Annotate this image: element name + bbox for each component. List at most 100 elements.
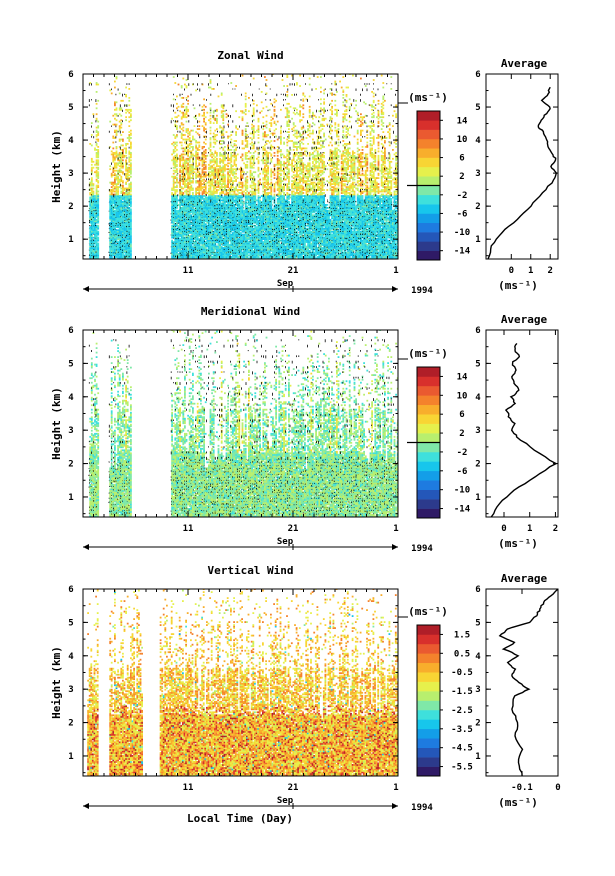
average-x-tick-label: 1 [527, 524, 532, 534]
average-y-tick-label: 5 [475, 618, 480, 628]
colorbar-tick-label: -2.5 [451, 706, 473, 716]
x-tick-label: 11 [183, 524, 194, 534]
average-y-tick-label: 2 [475, 460, 480, 470]
colorbar-tick-label: 14 [457, 116, 468, 126]
y-tick-label: 2 [68, 719, 73, 729]
average-title: Average [501, 57, 548, 70]
y-axis-label: Height (km) [50, 387, 63, 460]
colorbar-tick-label: 14 [457, 372, 468, 382]
y-tick-label: 1 [68, 493, 73, 503]
y-tick-label: 6 [68, 70, 73, 80]
average-profile: Average 1 2 3 4 5 6 0 1 2 (ms⁻¹) [475, 57, 559, 292]
y-axis-label: Height (km) [50, 646, 63, 719]
y-tick-label: 5 [68, 359, 73, 369]
panel-title: Zonal Wind [217, 49, 283, 62]
average-y-tick-label: 5 [475, 103, 480, 113]
colorbar: 1.5 0.5 -0.5 -1.5 -2.5 -3.5 -4.5 -5.5 (ms⁻¹) [398, 605, 473, 777]
y-tick-label: 2 [68, 460, 73, 470]
y-tick-label: 1 [68, 235, 73, 245]
average-y-tick-label: 4 [475, 652, 481, 662]
average-y-tick-label: 4 [475, 393, 481, 403]
colorbar: 14 10 6 2 -2 -6 -10 -14 (ms⁻¹) [398, 347, 471, 519]
average-x-tick-label: 2 [553, 524, 558, 534]
average-line [490, 342, 558, 518]
average-x-tick-label: 0 [555, 783, 560, 793]
heatmap-field [87, 589, 398, 776]
average-frame [485, 329, 559, 518]
average-y-tick-label: 6 [475, 585, 480, 595]
colorbar-unit-label: (ms⁻¹) [408, 91, 448, 104]
y-tick-label: 1 [68, 752, 73, 762]
month-label: Sep [277, 796, 294, 806]
colorbar-tick-label: 2 [459, 172, 464, 182]
y-tick-label: 5 [68, 618, 73, 628]
y-tick-label: 4 [68, 136, 74, 146]
colorbar: 14 10 6 2 -2 -6 -10 -14 (ms⁻¹) [398, 91, 471, 261]
x-tick-label: 1 [393, 783, 398, 793]
average-profile: Average 1 2 3 4 5 6 0 1 2 (ms⁻¹) [475, 313, 559, 550]
average-y-tick-label: 1 [475, 235, 480, 245]
average-y-tick-label: 3 [475, 169, 480, 179]
average-y-tick-label: 2 [475, 719, 480, 729]
colorbar-tick-label: -5.5 [451, 763, 473, 773]
colorbar-tick-label: -3.5 [451, 725, 473, 735]
average-frame [485, 73, 559, 260]
y-tick-label: 6 [68, 326, 73, 336]
average-x-label: (ms⁻¹) [498, 279, 538, 292]
colorbar-tick-label: 1.5 [454, 630, 470, 640]
average-y-tick-label: 3 [475, 685, 480, 695]
colorbar-tick-label: 10 [457, 135, 468, 145]
average-x-tick-label: 0 [509, 266, 514, 276]
y-tick-label: 6 [68, 585, 73, 595]
colorbar-tick-label: -2 [457, 448, 468, 458]
average-x-label: (ms⁻¹) [498, 796, 538, 809]
average-y-tick-label: 6 [475, 70, 480, 80]
panel-title: Vertical Wind [207, 564, 293, 577]
year-label: 1994 [411, 803, 433, 813]
colorbar-tick-label: 10 [457, 391, 468, 401]
average-x-tick-label: -0.1 [511, 783, 533, 793]
average-title: Average [501, 313, 548, 326]
y-tick-label: 3 [68, 426, 73, 436]
y-tick-label: 2 [68, 202, 73, 212]
colorbar-tick-label: -4.5 [451, 744, 473, 754]
average-profile: Average 1 2 3 4 5 6 -0.1 0 (ms⁻¹) [475, 572, 560, 809]
x-tick-label: 1 [393, 266, 398, 276]
x-tick-label: 21 [288, 524, 299, 534]
average-x-tick-label: 2 [548, 266, 553, 276]
y-tick-label: 4 [68, 652, 74, 662]
colorbar-tick-label: -0.5 [451, 668, 473, 678]
x-tick-label: 21 [288, 266, 299, 276]
year-label: 1994 [411, 544, 433, 554]
average-x-tick-label: 1 [528, 266, 533, 276]
heatmap-field [88, 74, 398, 259]
panel-title: Meridional Wind [201, 305, 300, 318]
x-tick-label: 11 [183, 266, 194, 276]
y-tick-label: 4 [68, 393, 74, 403]
colorbar-tick-label: -14 [454, 247, 471, 257]
month-label: Sep [277, 537, 294, 547]
colorbar-unit-label: (ms⁻¹) [408, 347, 448, 360]
colorbar-tick-label: 6 [459, 154, 464, 164]
colorbar-tick-label: -6 [457, 209, 468, 219]
x-axis-label: Local Time (Day) [187, 812, 293, 825]
average-y-tick-label: 1 [475, 493, 480, 503]
average-line [487, 86, 558, 260]
average-y-tick-label: 1 [475, 752, 480, 762]
y-axis-label: Height (km) [50, 130, 63, 203]
colorbar-tick-label: 2 [459, 429, 464, 439]
colorbar-tick-label: 6 [459, 410, 464, 420]
average-y-tick-label: 3 [475, 426, 480, 436]
average-x-label: (ms⁻¹) [498, 537, 538, 550]
average-x-tick-label: 0 [501, 524, 506, 534]
average-line [498, 588, 559, 777]
y-tick-label: 5 [68, 103, 73, 113]
x-tick-label: 21 [288, 783, 299, 793]
colorbar-tick-label: 0.5 [454, 649, 470, 659]
colorbar-unit-label: (ms⁻¹) [408, 605, 448, 618]
x-tick-label: 11 [183, 783, 194, 793]
month-label: Sep [277, 279, 294, 289]
